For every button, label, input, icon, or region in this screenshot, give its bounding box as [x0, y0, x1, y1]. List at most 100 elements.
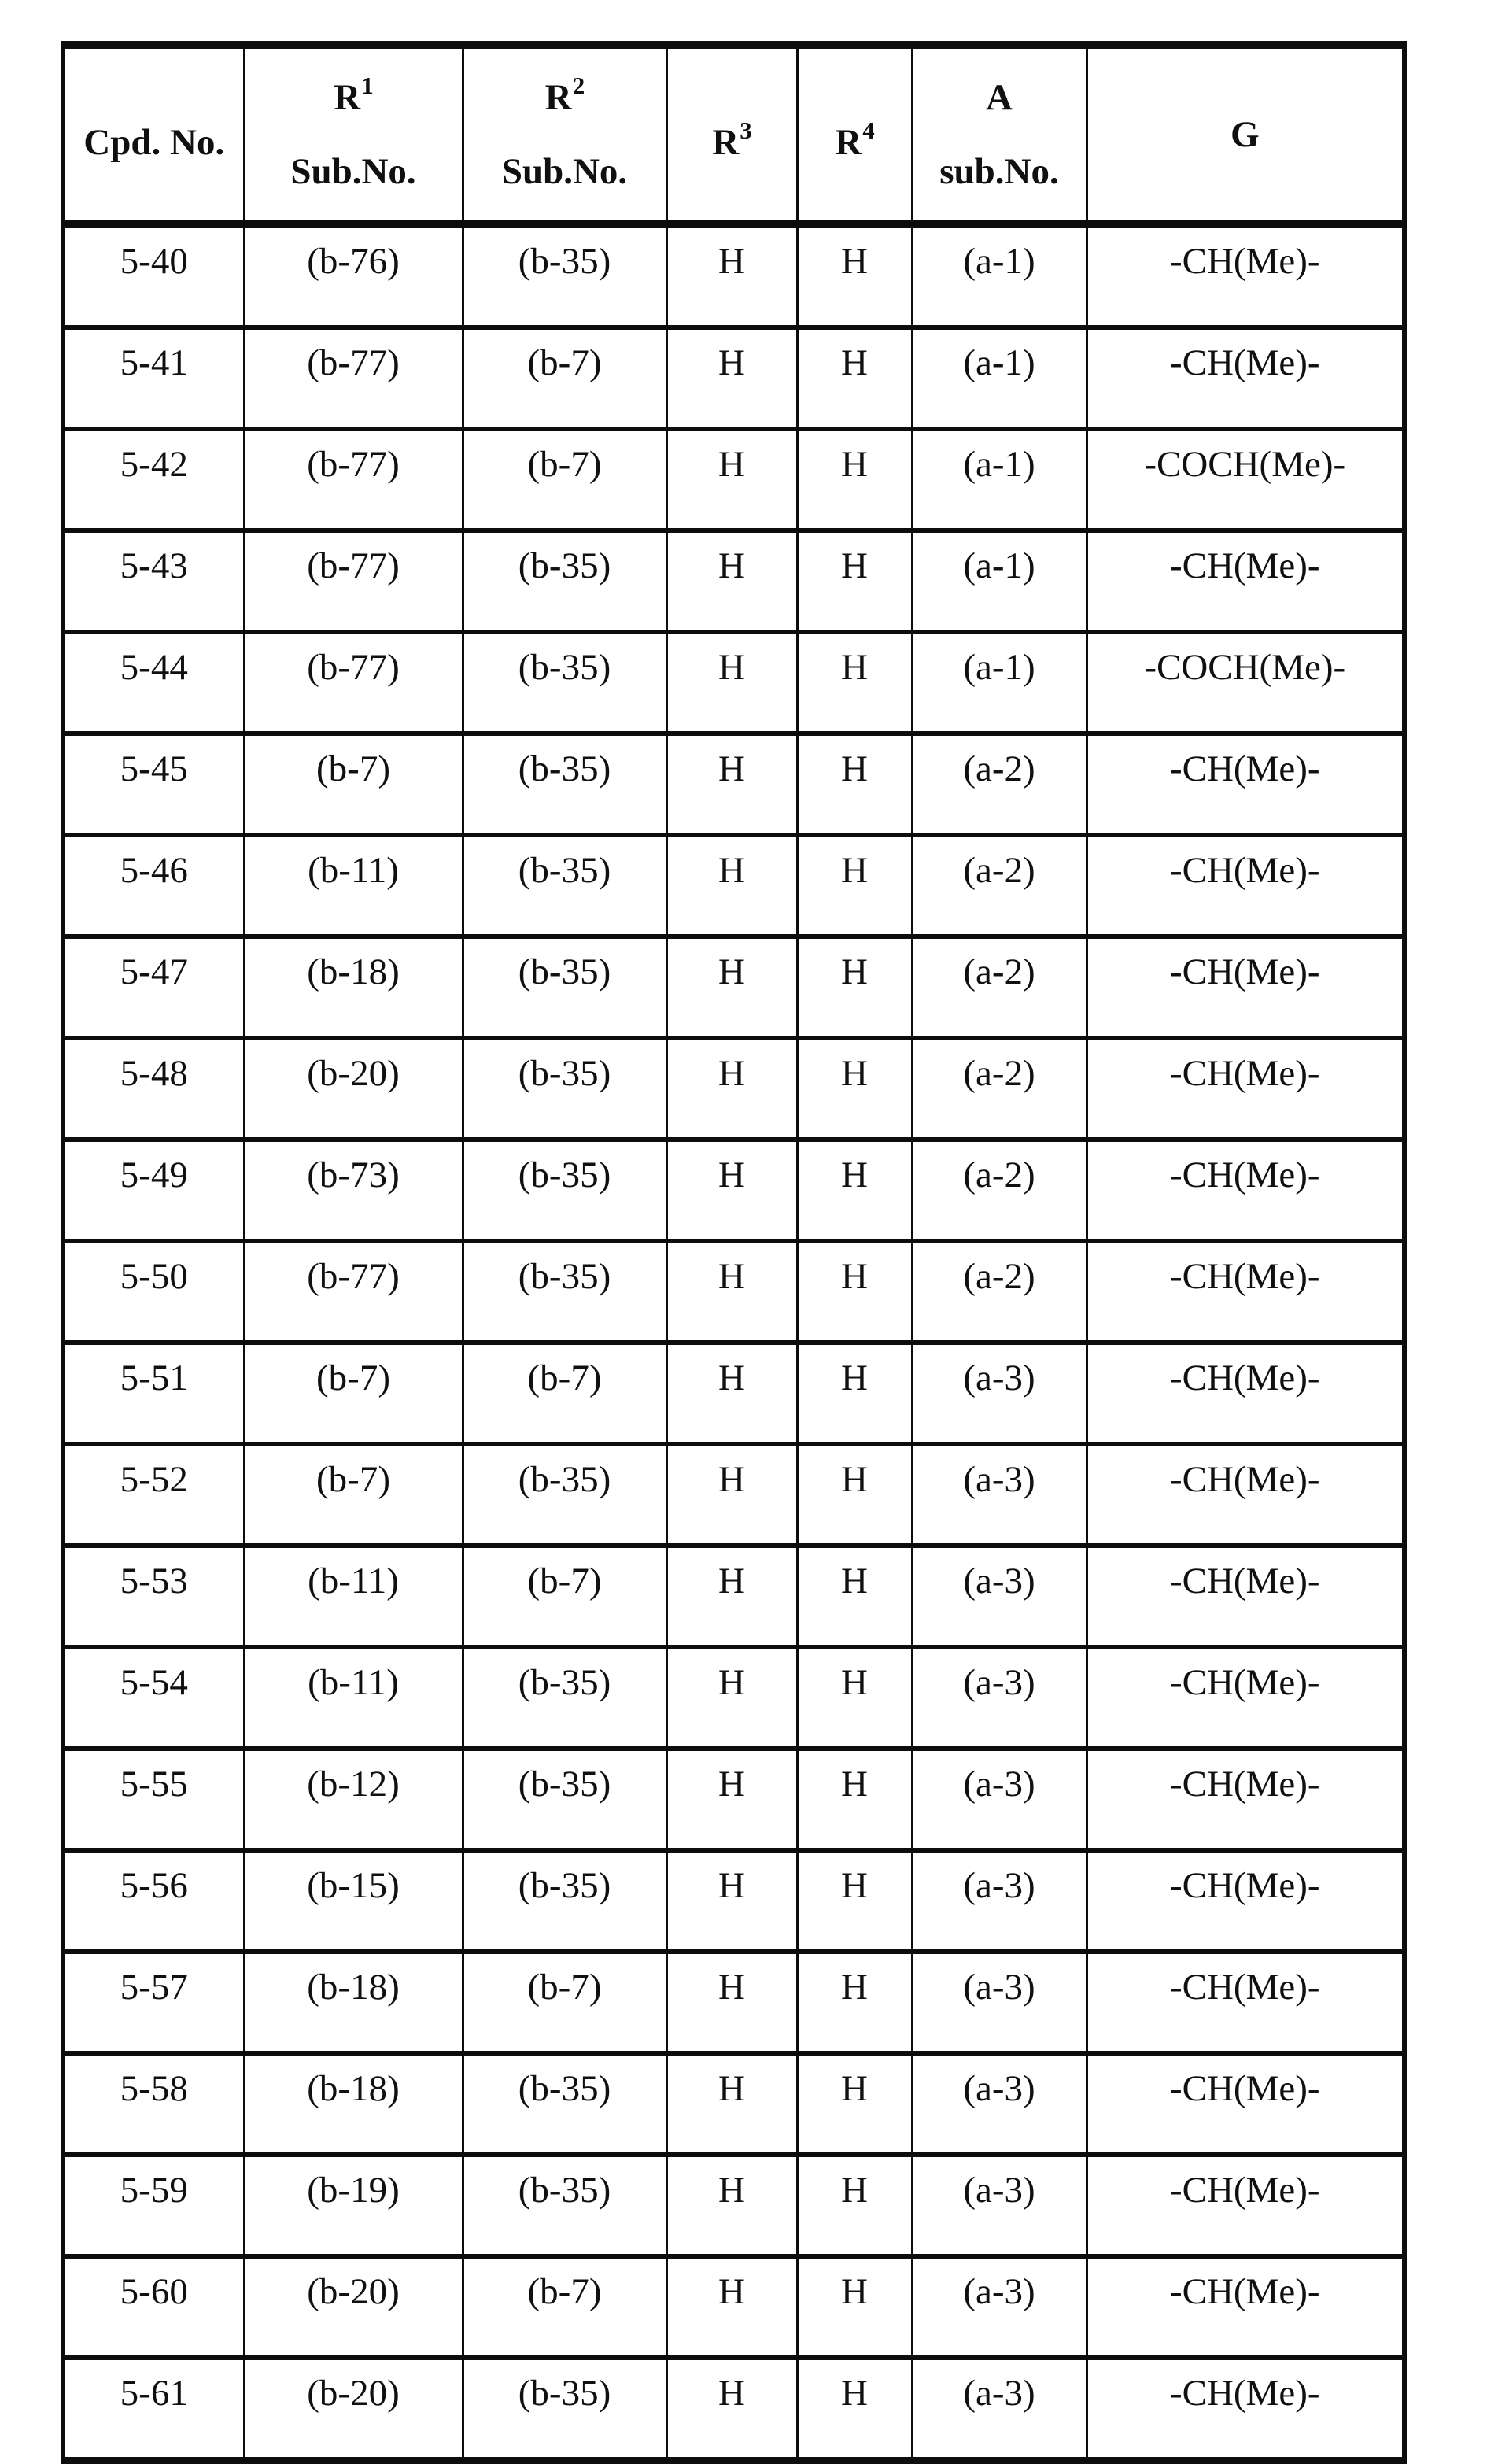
table-row: 5-57 (b-18) (b-7) H H (a-3) -CH(Me)-	[61, 1949, 1404, 2053]
cell-r3: H	[665, 1848, 797, 1952]
col-header-r3: R3	[665, 45, 797, 228]
cell-g: -CH(Me)-	[1085, 1645, 1404, 1749]
cell-r2-sub-no: (b-7)	[461, 1543, 666, 1647]
header-row: Cpd. No. R1 Sub.No. R2 Sub.No. R3	[61, 45, 1404, 228]
table-row: 5-45 (b-7) (b-35) H H (a-2) -CH(Me)-	[61, 731, 1404, 835]
cell-r1-sub-no: (b-18)	[242, 1949, 463, 2053]
cell-r4: H	[795, 325, 912, 429]
cell-g: -CH(Me)-	[1085, 2355, 1404, 2461]
cell-a-sub-no: (a-3)	[910, 2355, 1087, 2461]
cell-r1-sub-no: (b-15)	[242, 1848, 463, 1952]
col-header-a-sub-no: A sub.No.	[910, 45, 1087, 228]
cell-g: -CH(Me)-	[1085, 1442, 1404, 1546]
col-header-r4: R4	[795, 45, 912, 228]
cell-r4: H	[795, 2051, 912, 2155]
cell-r2-sub-no: (b-35)	[461, 1848, 666, 1952]
cell-r2-sub-no: (b-35)	[461, 1239, 666, 1343]
col-header-r1-subno-label: Sub.No.	[290, 151, 416, 192]
cell-r3: H	[665, 427, 797, 530]
table-row: 5-61 (b-20) (b-35) H H (a-3) -CH(Me)-	[61, 2355, 1404, 2461]
r1-superscript: 1	[361, 72, 374, 100]
cell-cpd-no: 5-43	[61, 528, 244, 632]
col-header-a-stack: A sub.No.	[914, 76, 1085, 193]
cell-cpd-no: 5-52	[61, 1442, 244, 1546]
cell-cpd-no: 5-56	[61, 1848, 244, 1952]
table-row: 5-46 (b-11) (b-35) H H (a-2) -CH(Me)-	[61, 833, 1404, 936]
cell-r3: H	[665, 934, 797, 1038]
cell-r2-sub-no: (b-35)	[461, 2152, 666, 2256]
cell-r4: H	[795, 1340, 912, 1444]
cell-g: -CH(Me)-	[1085, 1848, 1404, 1952]
cell-g: -CH(Me)-	[1085, 2152, 1404, 2256]
cell-g: -CH(Me)-	[1085, 222, 1404, 327]
r3-superscript: 3	[740, 116, 752, 145]
cell-a-sub-no: (a-3)	[910, 1340, 1087, 1444]
col-header-r3-symbol: R3	[712, 116, 752, 163]
table-row: 5-56 (b-15) (b-35) H H (a-3) -CH(Me)-	[61, 1848, 1404, 1952]
cell-r2-sub-no: (b-35)	[461, 1137, 666, 1241]
col-header-a-symbol: A	[986, 77, 1013, 118]
col-header-g-label: G	[1230, 114, 1260, 155]
cell-a-sub-no: (a-1)	[910, 427, 1087, 530]
cell-r2-sub-no: (b-35)	[461, 934, 666, 1038]
cell-cpd-no: 5-55	[61, 1746, 244, 1850]
cell-cpd-no: 5-61	[61, 2355, 244, 2461]
cell-r2-sub-no: (b-35)	[461, 1442, 666, 1546]
table-row: 5-47 (b-18) (b-35) H H (a-2) -CH(Me)-	[61, 934, 1404, 1038]
cell-cpd-no: 5-48	[61, 1036, 244, 1140]
cell-r3: H	[665, 1746, 797, 1850]
cell-cpd-no: 5-51	[61, 1340, 244, 1444]
cell-r1-sub-no: (b-12)	[242, 1746, 463, 1850]
cell-g: -CH(Me)-	[1085, 1137, 1404, 1241]
cell-r4: H	[795, 2355, 912, 2461]
cell-g: -COCH(Me)-	[1085, 427, 1404, 530]
cell-r1-sub-no: (b-18)	[242, 2051, 463, 2155]
cell-r3: H	[665, 528, 797, 632]
cell-r2-sub-no: (b-35)	[461, 528, 666, 632]
cell-r4: H	[795, 1036, 912, 1140]
cell-r2-sub-no: (b-35)	[461, 630, 666, 733]
cell-r2-sub-no: (b-35)	[461, 731, 666, 835]
cell-r4: H	[795, 731, 912, 835]
cell-g: -CH(Me)-	[1085, 528, 1404, 632]
cell-g: -CH(Me)-	[1085, 1746, 1404, 1850]
cell-r1-sub-no: (b-77)	[242, 325, 463, 429]
cell-r4: H	[795, 222, 912, 327]
table-row: 5-40 (b-76) (b-35) H H (a-1) -CH(Me)-	[61, 222, 1404, 327]
cell-r4: H	[795, 1442, 912, 1546]
cell-a-sub-no: (a-3)	[910, 2051, 1087, 2155]
cell-r1-sub-no: (b-11)	[242, 1543, 463, 1647]
cell-r2-sub-no: (b-35)	[461, 222, 666, 327]
cell-r3: H	[665, 1137, 797, 1241]
cell-g: -CH(Me)-	[1085, 934, 1404, 1038]
cell-r4: H	[795, 528, 912, 632]
cell-cpd-no: 5-59	[61, 2152, 244, 2256]
cell-r2-sub-no: (b-35)	[461, 2051, 666, 2155]
cell-r3: H	[665, 2051, 797, 2155]
cell-a-sub-no: (a-3)	[910, 1848, 1087, 1952]
cell-r1-sub-no: (b-18)	[242, 934, 463, 1038]
document-page: Cpd. No. R1 Sub.No. R2 Sub.No. R3	[61, 41, 1407, 2464]
cell-r4: H	[795, 1949, 912, 2053]
cell-r3: H	[665, 1239, 797, 1343]
cell-r4: H	[795, 934, 912, 1038]
cell-g: -CH(Me)-	[1085, 1949, 1404, 2053]
cell-g: -CH(Me)-	[1085, 1036, 1404, 1140]
cell-cpd-no: 5-49	[61, 1137, 244, 1241]
cell-r1-sub-no: (b-7)	[242, 1442, 463, 1546]
cell-a-sub-no: (a-3)	[910, 1645, 1087, 1749]
cell-r1-sub-no: (b-11)	[242, 833, 463, 936]
cell-r2-sub-no: (b-7)	[461, 325, 666, 429]
table-row: 5-53 (b-11) (b-7) H H (a-3) -CH(Me)-	[61, 1543, 1404, 1647]
col-header-a-subno-label: sub.No.	[939, 151, 1059, 192]
cell-r3: H	[665, 731, 797, 835]
cell-r1-sub-no: (b-20)	[242, 1036, 463, 1140]
table-row: 5-48 (b-20) (b-35) H H (a-2) -CH(Me)-	[61, 1036, 1404, 1140]
cell-cpd-no: 5-58	[61, 2051, 244, 2155]
cell-r3: H	[665, 2355, 797, 2461]
cell-r3: H	[665, 2152, 797, 2256]
cell-r4: H	[795, 630, 912, 733]
cell-r3: H	[665, 1442, 797, 1546]
cell-r1-sub-no: (b-20)	[242, 2254, 463, 2358]
cell-cpd-no: 5-41	[61, 325, 244, 429]
